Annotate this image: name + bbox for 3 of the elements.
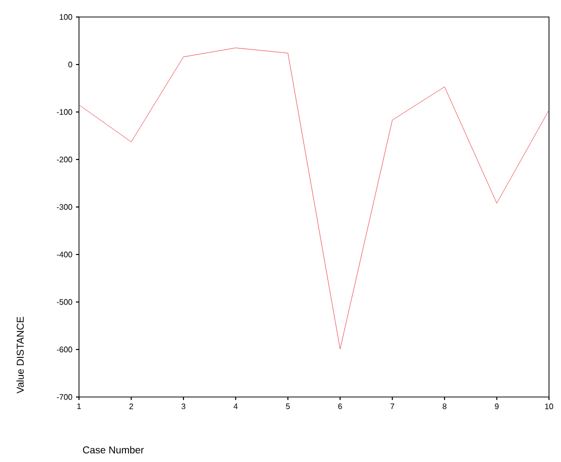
y-axis-title: Value DISTANCE bbox=[16, 316, 24, 394]
x-axis-title: Case Number bbox=[83, 446, 144, 454]
line-series bbox=[78, 48, 550, 350]
